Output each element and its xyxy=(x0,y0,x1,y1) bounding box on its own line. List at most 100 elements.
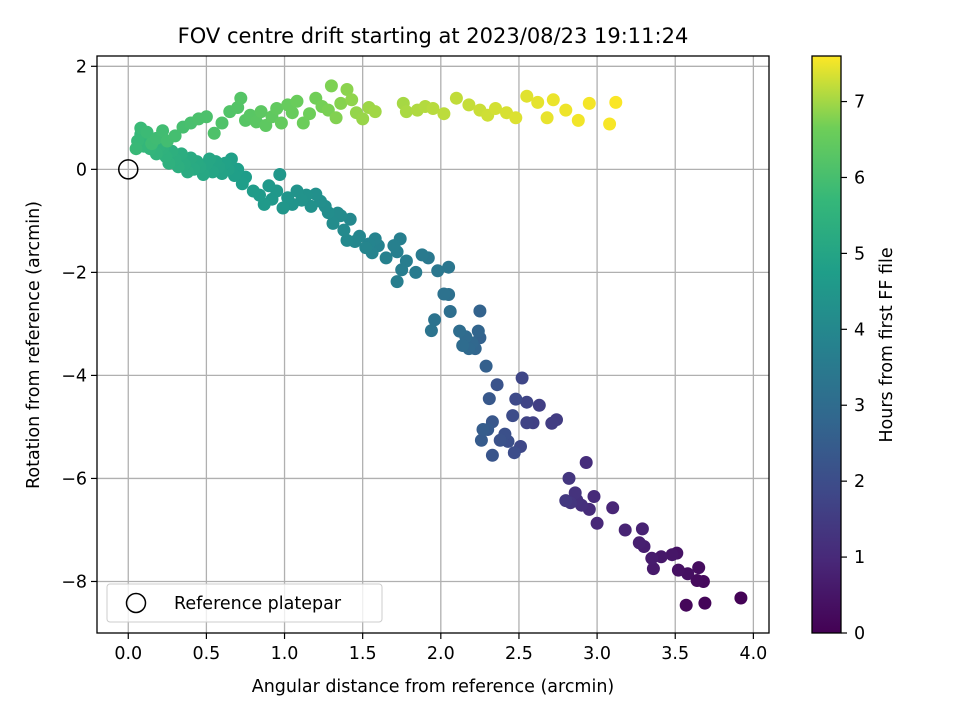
colorbar-ticks: 0 1 2 3 4 5 6 7 xyxy=(841,93,865,644)
scatter-point xyxy=(254,105,268,119)
scatter-point xyxy=(473,304,487,318)
colorbar: 0 1 2 3 4 5 6 7 Hours from first FF file xyxy=(811,55,897,644)
scatter-point xyxy=(290,94,304,108)
scatter-point xyxy=(692,561,706,575)
scatter-point xyxy=(568,486,582,500)
scatter-point xyxy=(309,187,323,201)
scatter-point xyxy=(207,126,221,140)
scatter-point xyxy=(571,113,585,127)
scatter-point xyxy=(140,125,154,139)
scatter-point xyxy=(340,233,354,247)
scatter-point xyxy=(646,562,660,576)
scatter-point xyxy=(443,305,457,318)
scatter-point xyxy=(582,96,596,110)
scatter-point xyxy=(449,91,463,105)
scatter-point xyxy=(246,184,260,198)
scatter-point xyxy=(399,105,413,119)
scatter-point xyxy=(324,79,338,93)
colorbar-tick-label: 7 xyxy=(854,93,865,113)
scatter-point xyxy=(515,371,529,385)
scatter-point xyxy=(507,446,521,460)
scatter-point xyxy=(456,339,470,352)
x-axis-ticks: 0.0 0.5 1.0 1.5 2.0 2.5 3.0 3.5 4.0 xyxy=(114,633,767,664)
scatter-point xyxy=(532,398,546,412)
scatter-point xyxy=(426,102,440,115)
scatter-point xyxy=(520,416,534,430)
scatter-point xyxy=(156,124,170,138)
scatter-point xyxy=(345,93,359,107)
scatter-point xyxy=(442,260,456,274)
y-tick-label: −2 xyxy=(61,263,87,283)
x-tick-label: 1.5 xyxy=(349,644,377,664)
scatter-point xyxy=(632,536,646,550)
scatter-point xyxy=(274,116,288,130)
scatter-point xyxy=(485,448,499,462)
y-axis-ticks: 2 0 −2 −4 −6 −8 xyxy=(61,57,97,592)
scatter-point xyxy=(471,324,485,338)
x-tick-label: 3.0 xyxy=(583,644,611,664)
scatter-point xyxy=(606,501,620,515)
scatter-point xyxy=(281,191,295,205)
scatter-point xyxy=(531,95,545,109)
colorbar-tick-label: 2 xyxy=(854,472,865,492)
scatter-point xyxy=(395,263,409,277)
scatter-point xyxy=(545,416,559,430)
colorbar-tick-label: 3 xyxy=(854,396,865,416)
scatter-point xyxy=(329,111,343,125)
scatter-point xyxy=(509,111,523,125)
scatter-point xyxy=(415,248,429,262)
scatter-point xyxy=(326,216,340,230)
scatter-point xyxy=(462,98,476,112)
x-tick-label: 0.0 xyxy=(114,644,142,664)
scatter-point xyxy=(337,223,351,237)
legend-box xyxy=(106,583,383,623)
legend: Reference platepar xyxy=(106,583,383,623)
scatter-point xyxy=(215,116,229,130)
scatter-point xyxy=(671,563,685,577)
scatter-point xyxy=(479,359,493,373)
scatter-point xyxy=(474,433,488,447)
scatter-point xyxy=(276,201,290,215)
scatter-point xyxy=(379,251,393,265)
scatter-point xyxy=(540,111,554,125)
plot-frame xyxy=(96,55,770,634)
scatter-point xyxy=(273,168,287,181)
colorbar-tick-label: 1 xyxy=(854,548,865,568)
colorbar-tick-label: 5 xyxy=(854,244,865,264)
scatter-point xyxy=(304,199,318,213)
scatter-point xyxy=(635,522,649,536)
scatter-point xyxy=(437,287,451,301)
colorbar-tick-label: 4 xyxy=(854,320,865,340)
scatter-point xyxy=(618,523,632,537)
scatter-point xyxy=(303,107,316,121)
scatter-point xyxy=(698,596,712,610)
scatter-point xyxy=(387,239,401,253)
scatter-point xyxy=(559,103,573,117)
x-tick-label: 0.5 xyxy=(192,644,220,664)
reference-platepar-marker xyxy=(118,159,139,180)
colorbar-gradient xyxy=(812,56,841,633)
scatter-point xyxy=(285,106,299,120)
scatter-point xyxy=(356,112,370,126)
scatter-point xyxy=(129,142,143,156)
scatter-point xyxy=(290,184,304,198)
colorbar-frame xyxy=(811,55,842,634)
scatter-point xyxy=(409,265,423,279)
scatter-point xyxy=(390,275,404,289)
y-axis-label: Rotation from reference (arcmin) xyxy=(24,201,44,489)
scatter-point xyxy=(665,548,679,562)
colorbar-label: Hours from first FF file xyxy=(877,247,897,442)
scatter-point xyxy=(476,423,490,436)
scatter-point xyxy=(296,116,310,130)
scatter-point xyxy=(168,129,182,143)
scatter-point xyxy=(562,471,576,485)
scatter-point xyxy=(334,96,348,110)
scatter-point xyxy=(428,313,442,327)
scatter-points xyxy=(129,79,748,612)
scatter-point xyxy=(431,264,445,278)
scatter-point xyxy=(490,378,504,392)
scatter-point xyxy=(235,177,249,191)
chart-title: FOV centre drift starting at 2023/08/23 … xyxy=(178,24,689,48)
scatter-point xyxy=(482,392,496,406)
